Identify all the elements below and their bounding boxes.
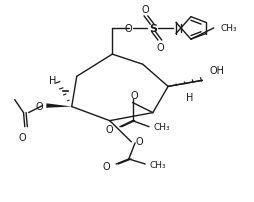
Text: O: O [141,5,149,15]
Text: O: O [156,43,164,53]
Text: O: O [130,91,137,101]
Text: O: O [102,161,109,171]
Text: O: O [124,24,132,34]
Text: O: O [18,132,26,142]
Polygon shape [46,104,71,108]
Text: OH: OH [209,66,224,76]
Text: O: O [35,101,43,111]
Text: CH₃: CH₃ [219,24,236,33]
Text: CH₃: CH₃ [149,160,166,169]
Text: H: H [49,76,56,86]
Text: CH₃: CH₃ [153,123,170,132]
Text: S: S [148,24,156,34]
Text: O: O [105,124,113,134]
Text: H: H [185,93,193,103]
Text: O: O [135,136,142,146]
